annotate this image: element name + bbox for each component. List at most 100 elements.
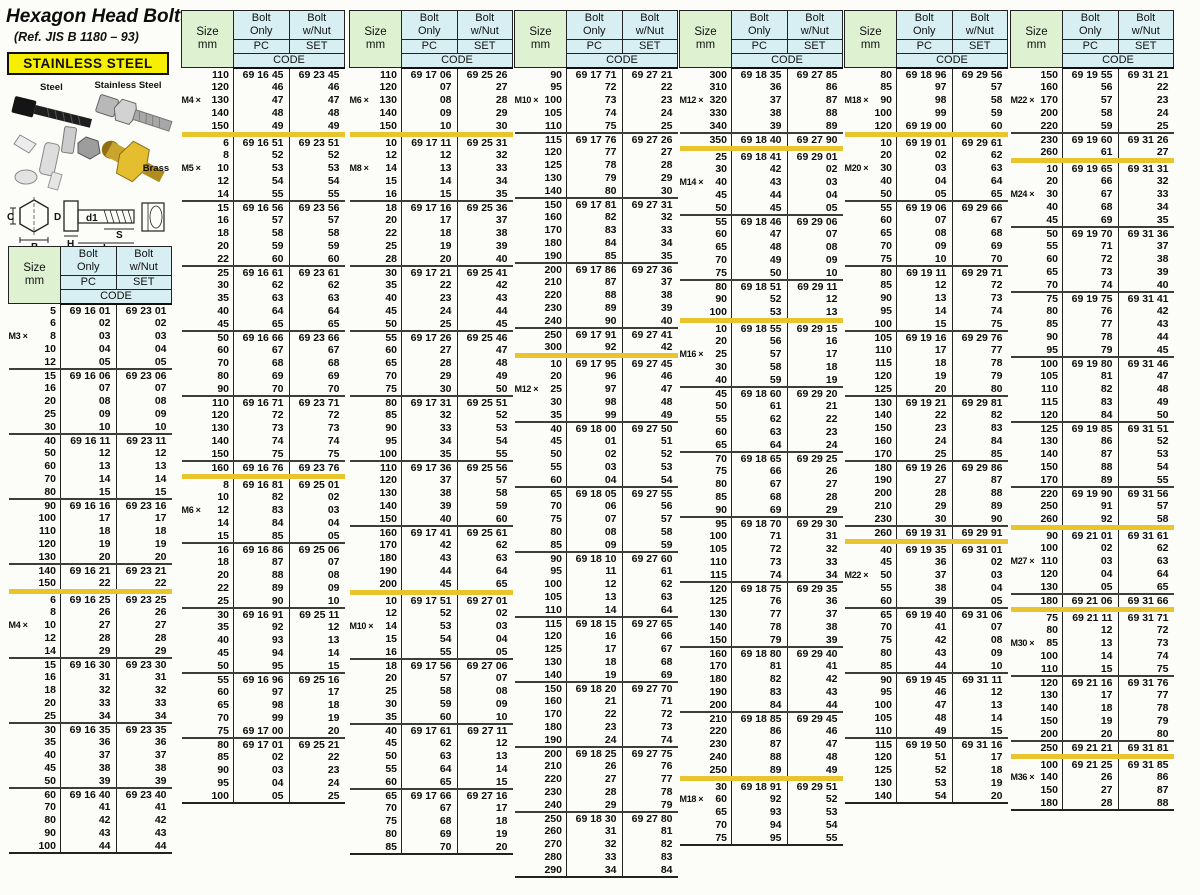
table-row: 220 59 25: [1010, 119, 1174, 133]
size-cell: 80: [181, 736, 234, 751]
set-code-cell: 29: [660, 172, 673, 185]
set-code-cell: 69 27 36: [622, 261, 678, 276]
size-cell: 340: [679, 119, 732, 133]
length-value: 6: [50, 317, 56, 330]
set-code-cell: 64: [495, 565, 508, 578]
length-value: 5: [50, 304, 56, 317]
table-row: 85 44 10: [844, 659, 1008, 673]
pc-code-cell: 26: [1062, 770, 1119, 784]
pc-code-cell: 48: [233, 106, 290, 120]
table-row: 65 93 53: [679, 805, 843, 819]
table-row: 140 22 82: [844, 408, 1008, 422]
set-code-cell: 09: [990, 647, 1003, 660]
set-code-cell: 63: [990, 162, 1003, 175]
size-cell: 40: [8, 432, 61, 447]
table-row: M20 × 30 03 63: [844, 161, 1008, 175]
set-code-cell: 69 23 35: [116, 721, 172, 736]
set-code-cell: 28: [825, 491, 838, 504]
size-cell: 150: [8, 576, 61, 594]
length-value: 55: [880, 201, 892, 214]
set-code-cell: 74: [327, 435, 340, 448]
pc-code-cell: 68: [233, 356, 290, 370]
size-cell: M18 × 60: [679, 792, 732, 806]
length-value: 160: [1040, 81, 1058, 94]
size-cell: 30: [514, 395, 567, 409]
size-cell: 30: [349, 697, 402, 711]
table-row: 125 20 80: [844, 382, 1008, 396]
table-row: 280 33 83: [514, 850, 678, 864]
table-header: Size mm Bolt Only Bolt w/Nut PC SET CODE: [8, 245, 172, 305]
bolt-only-header: Bolt Only: [566, 10, 623, 40]
size-cell: 220: [514, 288, 567, 302]
size-column-header: Size mm: [514, 9, 567, 69]
size-cell: 80: [8, 485, 61, 499]
size-cell: 25: [8, 709, 61, 723]
pc-code-cell: 19: [1062, 714, 1119, 728]
size-cell: 170: [844, 447, 897, 461]
pc-header: PC: [731, 38, 788, 54]
size-cell: 20: [349, 671, 402, 685]
table-row: 20 66 32: [1010, 174, 1174, 188]
set-code-cell: 87: [990, 474, 1003, 487]
pc-header: PC: [401, 38, 458, 54]
table-row: 22 18 38: [349, 226, 513, 240]
size-cell: 130: [1010, 434, 1063, 448]
set-code-cell: 08: [154, 395, 167, 408]
length-value: 115: [710, 568, 727, 581]
size-cell: 110: [181, 394, 234, 409]
table-row: 260 69 19 31 69 29 91: [844, 524, 1008, 544]
table-row: 150 23 83: [844, 421, 1008, 435]
pc-code-cell: 23: [896, 421, 953, 435]
set-code-cell: 69 27 26: [622, 131, 678, 146]
size-cell: 150: [349, 119, 402, 137]
size-cell: 75: [679, 266, 732, 280]
length-value: 75: [1046, 611, 1058, 624]
set-code-cell: 20: [154, 550, 167, 563]
set-code-cell: 69 23 06: [116, 367, 172, 382]
length-value: 210: [874, 500, 892, 513]
table-row: 170 22 72: [514, 707, 678, 721]
table-row: 30 98 48: [514, 395, 678, 409]
size-cell: 110: [181, 67, 234, 81]
table-header: Size mm Bolt Only Bolt w/Nut PC SET CODE: [181, 9, 345, 69]
size-cell: 130: [514, 655, 567, 669]
pc-code-cell: 44: [896, 659, 953, 673]
length-value: 100: [544, 578, 562, 591]
pc-code-cell: 69 18 00: [566, 420, 623, 435]
size-cell: 45: [1010, 213, 1063, 227]
size-cell: 25: [181, 594, 234, 608]
length-value: 35: [385, 710, 397, 723]
size-cell: 40: [349, 722, 402, 737]
length-value: 25: [715, 150, 727, 163]
size-cell: 105: [514, 106, 567, 120]
table-row: 60 47 07: [679, 227, 843, 241]
length-value: 35: [217, 621, 229, 634]
size-cell: 12: [8, 355, 61, 369]
length-value: 30: [217, 608, 229, 621]
size-cell: 20: [8, 394, 61, 408]
table-row: M3 × 8 03 03: [8, 329, 172, 343]
set-code-cell: 02: [154, 317, 167, 330]
set-code-cell: 69 27 41: [622, 326, 678, 341]
pc-code-cell: 33: [566, 850, 623, 864]
length-value: 14: [385, 162, 397, 175]
pc-code-cell: 49: [233, 119, 290, 137]
set-code-cell: 15: [327, 659, 340, 672]
size-cell: 50: [679, 201, 732, 215]
thread-size-label: M12 ×: [679, 94, 704, 105]
pc-code-cell: 69 19 01: [896, 133, 953, 149]
set-code-cell: 35: [495, 187, 508, 200]
set-code-cell: 69 27 70: [622, 680, 678, 695]
size-cell: 30: [679, 777, 732, 793]
length-value: 120: [874, 119, 892, 132]
table-row: 160 21 71: [514, 694, 678, 708]
size-cell: 210: [844, 499, 897, 513]
set-code-cell: 07: [495, 672, 508, 685]
length-value: 85: [880, 81, 892, 94]
stainless-steel-label: Stainless Steel: [94, 80, 161, 91]
size-cell: 22: [181, 252, 234, 266]
set-code-cell: 89: [990, 500, 1003, 513]
size-cell: 120: [844, 369, 897, 383]
pc-code-cell: 45: [731, 201, 788, 215]
table-row: 240 29 79: [514, 798, 678, 812]
